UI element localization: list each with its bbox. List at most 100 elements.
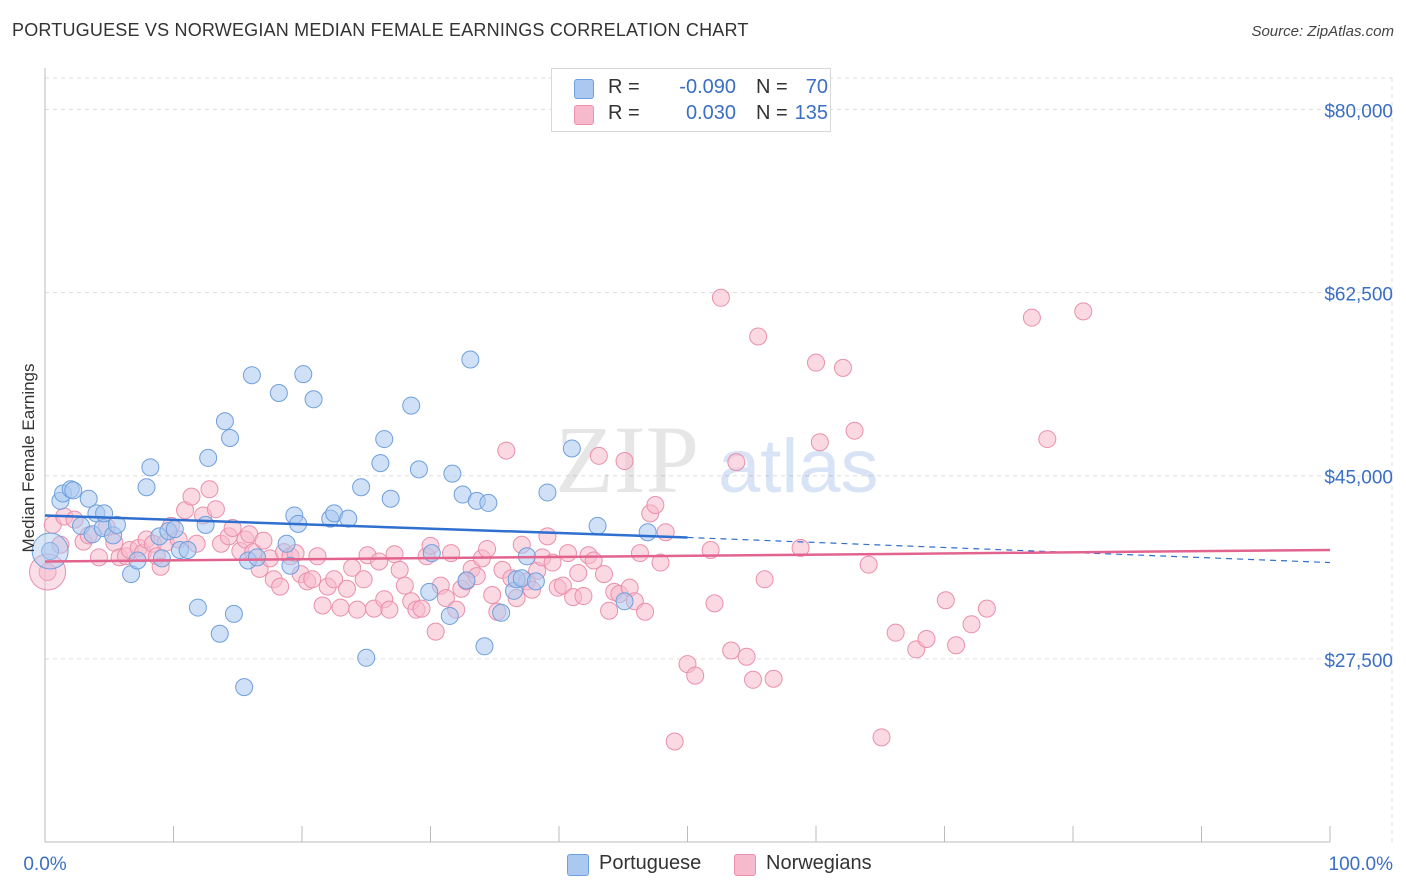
norwegian-point [354, 570, 373, 589]
norwegian-swatch [574, 105, 594, 125]
norwegian-point [886, 623, 905, 642]
n-value: 135 [794, 102, 828, 124]
norwegian-point [325, 570, 344, 589]
norwegian-point [385, 545, 404, 564]
portuguese-point [443, 464, 462, 483]
norwegian-point [701, 541, 720, 560]
portuguese-point [269, 384, 288, 403]
norwegian-point [223, 519, 242, 538]
n-label: N = [756, 76, 788, 98]
norwegian-point [206, 500, 225, 519]
norwegian-point [845, 421, 864, 440]
n-value: 70 [805, 76, 828, 98]
y-tick-label: $45,000 [1324, 468, 1393, 489]
norwegian-point [303, 570, 322, 589]
portuguese-point [352, 478, 371, 497]
norwegian-swatch [734, 854, 756, 876]
norwegian-point [651, 553, 670, 572]
norwegian-point [1038, 430, 1057, 449]
norwegian-point [615, 452, 634, 471]
norwegian-point [553, 576, 572, 595]
norwegian-point [313, 596, 332, 615]
r-value: 0.030 [685, 102, 736, 124]
portuguese-point [381, 489, 400, 508]
norwegian-point [426, 622, 445, 641]
norwegian-point [348, 600, 367, 619]
norwegian-point [337, 579, 356, 598]
norwegian-point [833, 358, 852, 377]
portuguese-point [107, 515, 126, 534]
portuguese-point [141, 458, 160, 477]
y-tick-label: $27,500 [1324, 651, 1393, 672]
portuguese-point [199, 448, 218, 467]
x-tick-labels: 0.0% 100.0% [23, 854, 1393, 875]
portuguese-point [339, 509, 358, 528]
n-label: N = [756, 102, 788, 124]
norwegian-point [749, 327, 768, 346]
portuguese-point [492, 603, 511, 622]
portuguese-point [79, 489, 98, 508]
norwegian-point [755, 570, 774, 589]
norwegian-point [538, 527, 557, 546]
source-label: Source: ZipAtlas.com [1251, 23, 1394, 40]
legend-label: Portuguese [599, 852, 702, 874]
portuguese-point [615, 592, 634, 611]
norwegian-point [395, 576, 414, 595]
portuguese-point [31, 532, 69, 570]
norwegian-point [656, 523, 675, 542]
norwegian-point [791, 538, 810, 557]
norwegian-point [764, 669, 783, 688]
portuguese-point [304, 390, 323, 409]
norwegian-point [810, 433, 829, 452]
chart-title: PORTUGUESE VS NORWEGIAN MEDIAN FEMALE EA… [12, 20, 749, 40]
portuguese-point [152, 549, 171, 568]
norwegian-point [1074, 302, 1093, 321]
norwegian-point [497, 441, 516, 460]
norwegian-point [200, 480, 219, 499]
norwegian-point [543, 553, 562, 572]
portuguese-point [294, 365, 313, 384]
norwegian-point [89, 548, 108, 567]
portuguese-point [538, 483, 557, 502]
y-axis-label: Median Female Earnings [19, 364, 38, 553]
norwegian-point [1022, 308, 1041, 327]
portuguese-point [402, 396, 421, 415]
portuguese-point [420, 582, 439, 601]
norwegian-point [271, 577, 290, 596]
portuguese-point [526, 572, 545, 591]
x-tick-label: 0.0% [23, 854, 66, 875]
norwegian-point [436, 589, 455, 608]
portuguese-point [188, 598, 207, 617]
norwegian-point [917, 629, 936, 648]
portuguese-point [562, 439, 581, 458]
portuguese-point [248, 548, 267, 567]
y-tick-label: $62,500 [1324, 285, 1393, 306]
norwegian-point [859, 555, 878, 574]
norwegian-point [589, 446, 608, 465]
portuguese-point [638, 523, 657, 542]
y-tick-label: $80,000 [1324, 101, 1393, 122]
norwegian-point [370, 552, 389, 571]
x-tick-label: 100.0% [1329, 854, 1394, 875]
norwegian-point [722, 641, 741, 660]
portuguese-point [409, 460, 428, 479]
norwegian-point [711, 288, 730, 307]
portuguese-points [31, 350, 657, 697]
norwegian-trend-line [44, 548, 1331, 563]
norwegian-point [569, 564, 588, 583]
norwegian-point [807, 353, 825, 372]
portuguese-swatch [574, 79, 594, 99]
norwegian-point [705, 594, 724, 613]
portuguese-point [440, 606, 459, 625]
axes [44, 68, 1331, 843]
portuguese-point [235, 678, 254, 697]
portuguese-point [371, 454, 390, 473]
norwegian-point [947, 636, 966, 655]
norwegian-point [412, 599, 431, 618]
portuguese-point [457, 571, 476, 590]
portuguese-point [165, 520, 184, 539]
norwegian-point [665, 732, 684, 751]
norwegian-point [483, 586, 502, 605]
norwegian-point [646, 496, 665, 515]
norwegian-point [478, 539, 497, 558]
